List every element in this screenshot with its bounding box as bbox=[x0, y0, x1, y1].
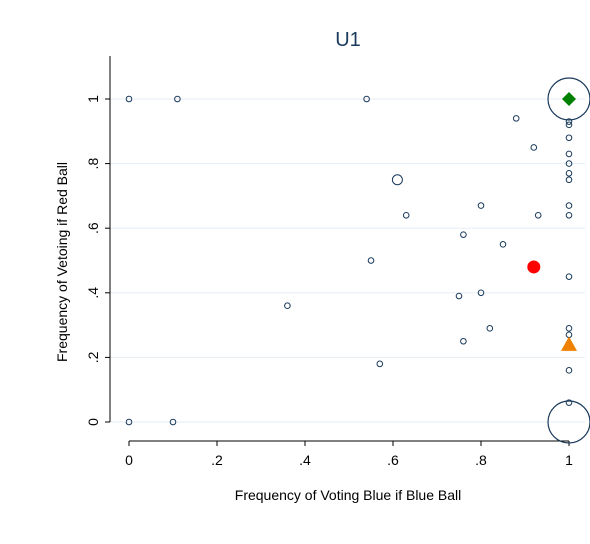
data-point bbox=[125, 95, 133, 103]
data-point bbox=[455, 292, 463, 300]
data-point bbox=[402, 211, 410, 219]
y-tick-label: 0 bbox=[85, 418, 101, 426]
data-point bbox=[565, 202, 573, 209]
x-tick-label: .4 bbox=[299, 452, 311, 468]
data-point bbox=[512, 115, 520, 122]
data-points bbox=[125, 77, 590, 444]
data-point bbox=[376, 360, 384, 368]
data-point bbox=[565, 399, 573, 406]
chart-title: U1 bbox=[335, 29, 361, 51]
data-point bbox=[174, 95, 181, 103]
data-point bbox=[565, 134, 573, 142]
y-axis-label: Frequency of Vetoing if Red Ball bbox=[54, 162, 70, 362]
data-point bbox=[565, 118, 573, 125]
triangle-marker bbox=[561, 336, 577, 351]
data-point bbox=[530, 144, 538, 151]
data-point bbox=[565, 211, 573, 219]
data-point bbox=[565, 367, 573, 374]
grid-lines bbox=[110, 98, 585, 423]
data-point bbox=[547, 400, 590, 444]
data-point bbox=[534, 211, 542, 219]
x-axis-label: Frequency of Voting Blue if Blue Ball bbox=[235, 487, 461, 503]
y-axis-ticks: 0 .2 .4 .6 .8 1 bbox=[85, 95, 110, 426]
diamond-marker bbox=[562, 92, 576, 106]
special-markers bbox=[527, 92, 577, 351]
y-tick-label: .8 bbox=[85, 158, 101, 170]
axes bbox=[109, 56, 569, 442]
data-point bbox=[565, 160, 573, 167]
data-point bbox=[391, 174, 403, 186]
data-point bbox=[565, 325, 573, 332]
y-tick-label: .4 bbox=[85, 287, 101, 299]
data-point bbox=[169, 418, 177, 426]
data-point bbox=[547, 77, 590, 121]
data-point bbox=[499, 241, 507, 248]
x-tick-label: .8 bbox=[475, 452, 487, 468]
y-tick-label: .6 bbox=[85, 222, 101, 234]
data-point bbox=[565, 169, 573, 177]
data-point bbox=[460, 337, 467, 345]
x-axis-ticks: 0 .2 .4 .6 .8 1 bbox=[125, 441, 573, 468]
data-point bbox=[284, 302, 291, 310]
data-point bbox=[367, 257, 375, 264]
data-point bbox=[363, 95, 370, 103]
data-point bbox=[565, 176, 573, 184]
data-point bbox=[125, 418, 133, 426]
x-tick-label: 1 bbox=[565, 452, 573, 468]
y-tick-label: .2 bbox=[85, 351, 101, 363]
x-tick-label: 0 bbox=[125, 452, 133, 468]
data-point bbox=[486, 325, 494, 332]
data-point bbox=[565, 273, 573, 280]
mean-circle-marker bbox=[527, 260, 541, 274]
x-tick-label: .2 bbox=[211, 452, 223, 468]
data-point bbox=[477, 202, 485, 209]
x-tick-label: .6 bbox=[387, 452, 399, 468]
data-point bbox=[565, 150, 573, 158]
y-tick-label: 1 bbox=[85, 95, 101, 103]
data-point bbox=[477, 289, 485, 297]
data-point bbox=[565, 121, 573, 129]
data-point bbox=[460, 231, 467, 238]
